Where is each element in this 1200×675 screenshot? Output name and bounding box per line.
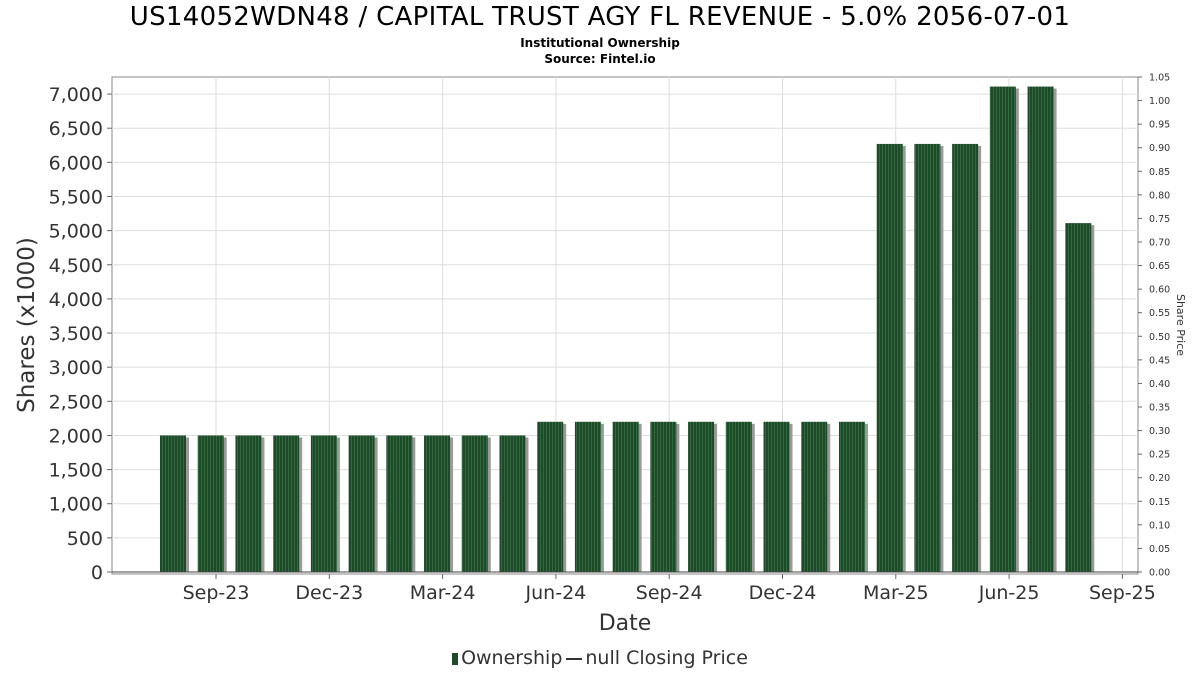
y2-tick-label: 0.75 <box>1149 214 1170 225</box>
ownership-legend-swatch <box>452 652 459 665</box>
x-tick-label: Dec-24 <box>749 582 817 604</box>
ownership-bar <box>310 435 337 572</box>
y2-tick-label: 0.15 <box>1149 497 1170 508</box>
y2-tick-label: 0.35 <box>1149 403 1170 414</box>
y2-tick-label: 0.95 <box>1149 120 1170 131</box>
legend-price-label: null Closing Price <box>585 647 748 669</box>
y-tick-label: 5,000 <box>49 221 103 243</box>
y2-tick-label: 0.25 <box>1149 450 1170 461</box>
ownership-bar <box>386 435 413 572</box>
y-tick-label: 4,500 <box>49 255 103 277</box>
y-tick-label: 1,500 <box>49 460 103 482</box>
ownership-bar <box>348 435 375 572</box>
y2-tick-label: 0.05 <box>1149 544 1170 555</box>
chart-source: Source: Fintel.io <box>544 52 656 66</box>
ownership-bar <box>273 435 300 572</box>
legend: Ownership null Closing Price <box>0 647 1200 669</box>
x-tick-label: Mar-24 <box>410 582 476 604</box>
y-axis-label: Shares (x1000) <box>14 237 40 413</box>
ownership-bar <box>952 143 979 572</box>
x-axis-label: Date <box>599 611 652 636</box>
ownership-bar <box>725 421 752 572</box>
y2-tick-label: 0.50 <box>1149 332 1170 343</box>
ownership-bar <box>989 86 1016 572</box>
y2-tick-label: 0.20 <box>1149 473 1170 484</box>
y2-tick-label: 0.30 <box>1149 426 1170 437</box>
y-tick-label: 1,000 <box>49 494 103 516</box>
y2-axis-label: Share Price <box>1174 294 1187 356</box>
ownership-bar <box>838 421 865 572</box>
ownership-bar <box>461 435 488 572</box>
y-tick-label: 0 <box>91 562 103 584</box>
x-tick-label: Sep-23 <box>183 582 250 604</box>
chart-subtitle: Institutional Ownership <box>520 36 680 50</box>
ownership-bar <box>688 421 715 572</box>
y-tick-label: 2,000 <box>49 425 103 447</box>
y-tick-label: 3,500 <box>49 323 103 345</box>
y-tick-label: 6,000 <box>49 152 103 174</box>
y-tick-label: 4,000 <box>49 289 103 311</box>
y2-tick-label: 1.00 <box>1149 96 1170 107</box>
y-tick-label: 7,000 <box>49 84 103 106</box>
y2-tick-label: 0.90 <box>1149 143 1170 154</box>
ownership-bar <box>499 435 526 572</box>
legend-ownership-label: Ownership <box>461 647 563 669</box>
y2-tick-label: 0.80 <box>1149 190 1170 201</box>
ownership-bar <box>160 435 186 572</box>
ownership-bar <box>574 421 601 572</box>
y2-tick-label: 0.10 <box>1149 520 1170 531</box>
ownership-bar <box>876 143 903 572</box>
y2-tick-label: 0.70 <box>1149 238 1170 249</box>
price-legend-line-icon <box>566 657 583 660</box>
ownership-bar <box>235 435 262 572</box>
ownership-bar <box>1027 86 1054 572</box>
chart-title: US14052WDN48 / CAPITAL TRUST AGY FL REVE… <box>129 2 1071 32</box>
y-tick-label: 2,500 <box>49 391 103 413</box>
x-tick-label: Sep-24 <box>636 582 703 604</box>
y2-tick-label: 0.60 <box>1149 285 1170 296</box>
y2-tick-label: 0.65 <box>1149 261 1170 272</box>
y-tick-label: 500 <box>67 528 103 550</box>
ownership-bar <box>1065 223 1092 572</box>
y-tick-label: 3,000 <box>49 357 103 379</box>
ownership-bar <box>763 421 790 572</box>
x-tick-label: Jun-24 <box>525 582 587 604</box>
y-tick-label: 6,500 <box>49 118 103 140</box>
ownership-bar <box>424 435 451 572</box>
y2-tick-label: 0.85 <box>1149 167 1170 178</box>
ownership-bar <box>537 421 564 572</box>
ownership-bar <box>801 421 828 572</box>
ownership-bar <box>650 421 677 572</box>
y2-tick-label: 0.55 <box>1149 308 1170 319</box>
x-tick-label: Jun-25 <box>978 582 1040 604</box>
y2-tick-label: 0.00 <box>1149 568 1170 579</box>
y2-tick-label: 0.40 <box>1149 379 1170 390</box>
y-tick-label: 5,500 <box>49 186 103 208</box>
x-tick-label: Dec-23 <box>295 582 363 604</box>
ownership-bar <box>612 421 639 572</box>
ownership-bar <box>914 143 941 572</box>
y2-tick-label: 0.45 <box>1149 355 1170 366</box>
x-tick-label: Sep-25 <box>1089 582 1156 604</box>
y2-tick-label: 1.05 <box>1149 73 1170 84</box>
x-tick-label: Mar-25 <box>863 582 929 604</box>
ownership-bar <box>197 435 224 572</box>
